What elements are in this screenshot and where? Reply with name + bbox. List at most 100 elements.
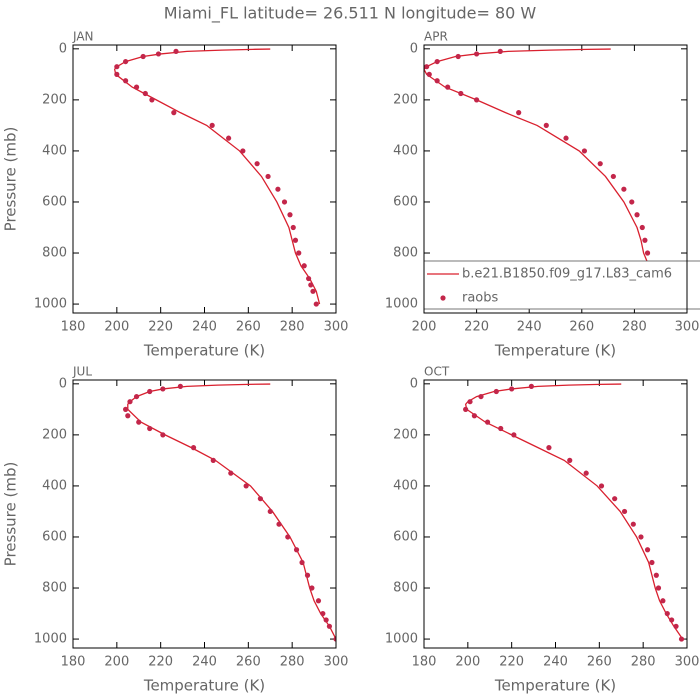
y-tick-label: 200 <box>42 427 67 442</box>
y-tick-label: 800 <box>393 581 418 596</box>
raob-point <box>133 84 140 90</box>
raob-point <box>285 534 291 540</box>
raob-point <box>190 445 197 451</box>
raob-point <box>434 78 440 84</box>
profile-line <box>464 383 684 640</box>
x-tick-label: 240 <box>192 320 217 335</box>
raob-point <box>275 186 281 192</box>
raob-point <box>136 419 142 425</box>
raob-point <box>673 623 679 629</box>
x-tick-label: 180 <box>61 655 86 670</box>
raob-point <box>299 559 305 566</box>
raob-point <box>315 598 322 604</box>
y-axis-label: Pressure (mb) <box>2 127 20 232</box>
raob-point <box>458 90 464 97</box>
x-tick-label: 280 <box>622 320 647 335</box>
raob-point <box>629 199 635 205</box>
y-tick-label: 0 <box>410 41 418 56</box>
raob-point <box>254 161 260 167</box>
x-tick-label: 200 <box>412 320 437 335</box>
raob-point <box>563 135 569 141</box>
y-tick-label: 200 <box>393 427 418 442</box>
raob-point <box>610 173 616 180</box>
raob-point <box>326 623 333 629</box>
plot-area <box>424 48 681 307</box>
y-axis-label: Pressure (mb) <box>2 462 20 567</box>
raob-point <box>228 470 234 476</box>
raob-point <box>257 496 263 502</box>
raob-point <box>267 508 273 515</box>
raob-point <box>313 301 319 307</box>
raob-point <box>155 51 162 57</box>
raob-point <box>471 413 478 419</box>
panel: APR 200 220 240 260 280 300 0 200 400 600 800 1000 Te… <box>385 30 700 360</box>
raob-point <box>142 90 148 97</box>
raob-point <box>655 585 662 591</box>
y-tick-label: 400 <box>42 478 67 493</box>
raob-point <box>304 572 311 578</box>
raob-point <box>147 388 153 395</box>
raob-point <box>445 84 451 90</box>
x-tick-label: 260 <box>587 655 612 670</box>
raob-point <box>160 386 166 392</box>
x-tick-label: 220 <box>464 320 489 335</box>
x-tick-label: 200 <box>104 655 129 670</box>
raob-point <box>467 399 473 405</box>
raob-point <box>612 496 618 502</box>
raob-point <box>644 547 651 553</box>
profile-line <box>113 48 321 305</box>
raob-point <box>678 636 685 642</box>
y-tick-label: 1000 <box>34 297 67 312</box>
plot-area <box>123 383 336 642</box>
x-tick-label: 240 <box>543 655 568 670</box>
raob-point <box>287 212 293 218</box>
raob-point <box>308 282 314 288</box>
y-tick-label: 600 <box>393 194 418 209</box>
panel-label: JAN <box>72 30 94 44</box>
raob-point <box>630 521 636 527</box>
raob-point <box>546 445 552 451</box>
raob-point <box>140 53 146 60</box>
x-axis-label: Temperature (K) <box>494 342 616 360</box>
raob-point <box>463 406 469 412</box>
raob-point <box>306 275 312 282</box>
raob-point <box>642 237 648 243</box>
raob-point <box>160 432 166 438</box>
x-tick-label: 240 <box>517 320 542 335</box>
panel-label: JUL <box>72 365 92 379</box>
legend-label: b.e21.B1850.f09_g17.L83_cam6 <box>462 267 672 282</box>
plot-frame <box>72 44 337 314</box>
raob-point <box>173 48 179 54</box>
raob-point <box>634 212 640 218</box>
raob-point <box>149 97 155 103</box>
raob-point <box>597 161 603 167</box>
x-tick-label: 280 <box>631 655 656 670</box>
raob-point <box>293 547 300 553</box>
y-tick-label: 600 <box>42 194 67 209</box>
raob-point <box>644 250 651 256</box>
x-tick-label: 220 <box>499 655 524 670</box>
raob-point <box>309 585 315 591</box>
raob-point <box>240 148 246 154</box>
x-tick-label: 300 <box>675 655 700 670</box>
panel-label: OCT <box>424 365 450 379</box>
x-tick-label: 240 <box>192 655 217 670</box>
raob-point <box>528 383 534 389</box>
raob-point <box>292 237 299 243</box>
raob-point <box>127 399 133 405</box>
y-tick-label: 1000 <box>34 632 67 647</box>
y-tick-label: 200 <box>393 92 418 107</box>
raob-point <box>333 636 336 642</box>
raob-point <box>323 617 329 623</box>
x-tick-label: 260 <box>236 655 261 670</box>
raob-point <box>474 51 480 57</box>
raob-point <box>474 97 480 103</box>
y-tick-label: 800 <box>393 246 418 261</box>
y-tick-label: 0 <box>59 41 67 56</box>
raob-point <box>621 186 627 192</box>
raob-point <box>171 110 177 116</box>
raob-point <box>434 58 440 65</box>
raob-point <box>498 425 504 432</box>
raob-point <box>639 224 645 231</box>
